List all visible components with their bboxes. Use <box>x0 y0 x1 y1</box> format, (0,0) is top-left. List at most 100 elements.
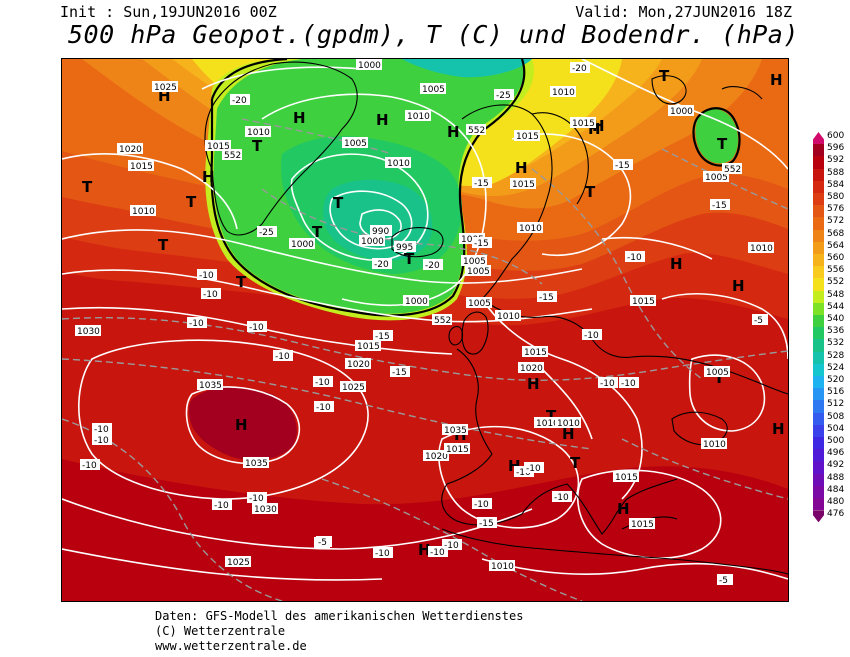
high-marker: H <box>772 420 785 438</box>
legend-swatch <box>813 132 824 145</box>
legend-label: 588 <box>827 167 845 178</box>
legend-swatch <box>813 266 824 279</box>
temp-label: -10 <box>247 321 267 333</box>
isobar-label: 1010 <box>495 310 521 322</box>
svg-text:1025: 1025 <box>227 558 250 568</box>
legend-swatch <box>813 241 824 254</box>
legend-label: 504 <box>827 423 845 434</box>
legend-label: 508 <box>827 411 845 422</box>
legend-swatch <box>813 376 824 389</box>
high-marker: H <box>202 168 215 186</box>
svg-text:1030: 1030 <box>254 505 277 515</box>
svg-text:1010: 1010 <box>536 419 559 429</box>
legend-row: 504 <box>812 423 850 437</box>
svg-text:-5: -5 <box>318 538 327 548</box>
svg-text:1005: 1005 <box>468 299 491 309</box>
temp-label: -20 <box>423 259 443 271</box>
legend-label: 564 <box>827 240 845 251</box>
svg-text:1010: 1010 <box>519 224 542 234</box>
svg-text:-10: -10 <box>249 323 264 333</box>
temp-label: -15 <box>472 177 492 189</box>
legend-label: 560 <box>827 253 845 263</box>
legend-row: 536 <box>812 326 850 340</box>
svg-text:-20: -20 <box>572 64 587 74</box>
contour-552 <box>210 59 741 317</box>
footer-copyright: (C) Wetterzentrale <box>155 624 286 638</box>
isobar-label: 1020 <box>518 362 544 374</box>
legend-swatch <box>813 217 824 230</box>
temp-label: -25 <box>494 89 514 101</box>
low-marker: T <box>186 193 197 211</box>
svg-text:552: 552 <box>724 165 741 175</box>
svg-text:-15: -15 <box>479 519 494 529</box>
high-marker: H <box>527 375 540 393</box>
isobar-label: 1015 <box>514 130 540 142</box>
temp-label: -15 <box>390 366 410 378</box>
isobar-label: 1025 <box>225 556 251 568</box>
isobar-label: 1010 <box>748 242 774 254</box>
temp-label: -20 <box>570 62 590 74</box>
legend-label: 556 <box>827 265 845 276</box>
legend-label: 540 <box>827 314 845 324</box>
svg-text:1020: 1020 <box>347 360 370 370</box>
svg-text:-25: -25 <box>259 228 274 238</box>
legend-swatch <box>813 156 824 169</box>
svg-text:552: 552 <box>434 316 451 326</box>
legend-row: 480 <box>812 497 850 511</box>
svg-text:-10: -10 <box>275 352 290 362</box>
svg-text:1005: 1005 <box>706 368 729 378</box>
legend-row: 576 <box>812 204 850 218</box>
legend-label: 516 <box>827 387 845 398</box>
isobar-label: 1015 <box>570 117 596 129</box>
svg-text:1020: 1020 <box>425 452 448 462</box>
svg-text:1000: 1000 <box>670 107 693 117</box>
legend-row: 532 <box>812 338 850 352</box>
svg-text:1000: 1000 <box>361 237 384 247</box>
temp-label: -15 <box>613 159 633 171</box>
legend-swatch <box>813 302 824 315</box>
isobar-label: 1015 <box>205 140 231 152</box>
legend-swatch <box>813 449 824 462</box>
legend-row: 584 <box>812 180 850 193</box>
isobar-label: 1025 <box>152 81 178 93</box>
temp-label: -15 <box>537 291 557 303</box>
init-time: Init : Sun,19JUN2016 00Z <box>60 3 277 21</box>
weather-map: H H H H H H H H H H H H H H H H H H H T <box>61 58 789 602</box>
high-marker: H <box>376 111 389 129</box>
temp-label: -10 <box>552 491 572 503</box>
svg-text:-5: -5 <box>754 316 763 326</box>
low-marker: T <box>82 178 93 196</box>
isobar-label: 1015 <box>510 178 536 190</box>
legend-label: 600 <box>827 131 845 141</box>
svg-text:-10: -10 <box>199 271 214 281</box>
svg-text:-15: -15 <box>375 332 390 342</box>
svg-text:1005: 1005 <box>344 139 367 149</box>
low-marker: T <box>659 67 670 85</box>
height-label: 552 <box>432 314 452 326</box>
legend-row: 500 <box>812 436 850 450</box>
high-marker: H <box>293 109 306 127</box>
legend-swatch <box>813 168 824 181</box>
temp-label: -5 <box>717 574 733 586</box>
isobar-label: 1005 <box>342 137 368 149</box>
isobar-label: 1000 <box>403 295 429 307</box>
isobar-label: 1035 <box>442 424 468 436</box>
legend-label: 500 <box>827 436 845 446</box>
svg-text:-15: -15 <box>539 293 554 303</box>
legend-swatch <box>813 473 824 486</box>
svg-text:990: 990 <box>372 227 389 237</box>
legend-swatch <box>813 180 824 193</box>
legend-label: 528 <box>827 350 845 361</box>
legend-swatch <box>813 363 824 376</box>
temp-label: -10 <box>373 547 393 559</box>
low-marker: T <box>236 273 247 291</box>
svg-text:1025: 1025 <box>342 383 365 393</box>
legend-row: 492 <box>812 460 850 474</box>
temp-label: -10 <box>247 492 267 504</box>
isobar-label: 1010 <box>130 205 156 217</box>
temp-label: -10 <box>472 498 492 510</box>
svg-text:1015: 1015 <box>207 142 230 152</box>
legend-swatch <box>813 339 824 352</box>
isobar-label: 1005 <box>461 255 487 267</box>
legend-row: 560 <box>812 253 850 267</box>
